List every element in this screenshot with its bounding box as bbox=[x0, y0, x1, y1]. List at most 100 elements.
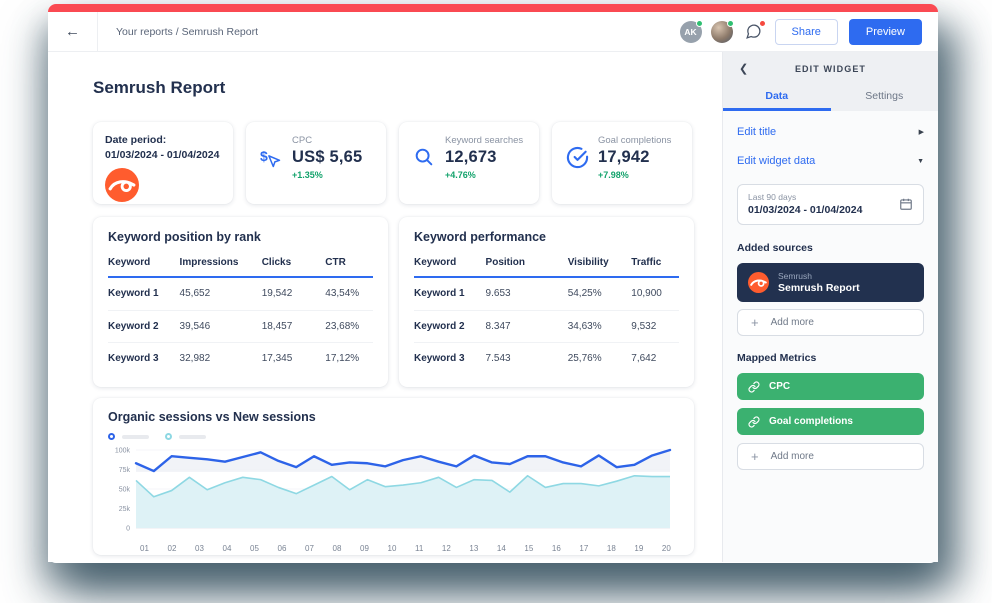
plus-icon: + bbox=[751, 449, 759, 464]
share-button[interactable]: Share bbox=[774, 18, 838, 45]
x-tick-label: 05 bbox=[250, 544, 259, 553]
column-header: CTR bbox=[325, 257, 346, 268]
edit-widget-data-label: Edit widget data bbox=[737, 155, 816, 167]
table-cell: Keyword 2 bbox=[108, 320, 159, 332]
legend-item-organic-sessions bbox=[108, 433, 149, 440]
search-icon bbox=[415, 148, 433, 166]
chart-x-axis-labels: 01 02 03 04 05 06 07 08 09 10 11 12 13 14 15 16 17 18 19 20 bbox=[108, 543, 679, 553]
add-more-label: Add more bbox=[770, 317, 814, 328]
top-accent-bar bbox=[48, 4, 938, 12]
source-provider: Semrush bbox=[778, 271, 813, 281]
chart-title: Organic sessions vs New sessions bbox=[108, 410, 316, 424]
kpi-value: US$ 5,65 bbox=[292, 148, 363, 166]
line-chart: 100k 75k 50k 25k 0 bbox=[115, 448, 672, 533]
table-header-row: Keyword Impressions Clicks CTR bbox=[108, 244, 373, 278]
table-cell: Keyword 1 bbox=[414, 288, 465, 299]
date-period-label: Date period: bbox=[105, 134, 167, 146]
table-cell: 45,652 bbox=[179, 288, 211, 299]
avatar-photo[interactable] bbox=[710, 19, 734, 43]
table-widget-keyword-performance[interactable]: Keyword performance Keyword Position Visib… bbox=[399, 217, 694, 387]
link-icon bbox=[748, 381, 760, 392]
preview-button[interactable]: Preview bbox=[848, 18, 922, 45]
panel-header: ❮ EDIT WIDGET Data Settings bbox=[723, 52, 938, 111]
x-tick-label: 14 bbox=[496, 544, 506, 553]
x-tick-label: 11 bbox=[415, 544, 424, 553]
mapped-metric-cpc[interactable]: CPC bbox=[737, 373, 924, 400]
svg-text:25k: 25k bbox=[119, 506, 131, 513]
table-cell: 54,25% bbox=[567, 288, 602, 299]
kpi-card-keyword-searches[interactable]: Keyword searches 12,673 +4.76% bbox=[399, 122, 539, 204]
table-cell: 9.653 bbox=[485, 288, 511, 299]
table-cell: 17,12% bbox=[325, 353, 360, 364]
kpi-card-date-period[interactable]: Date period: 01/03/2024 - 01/04/2024 bbox=[93, 122, 233, 204]
kpi-label: Keyword searches bbox=[445, 135, 524, 146]
table-widget-keyword-position[interactable]: Keyword position by rank Keyword Impressi… bbox=[93, 217, 388, 387]
edit-title-row[interactable]: Edit title ▶ bbox=[737, 126, 924, 138]
legend-marker bbox=[108, 433, 115, 440]
breadcrumb: Your reports / Semrush Report bbox=[116, 25, 259, 38]
tab-data[interactable]: Data bbox=[723, 85, 831, 111]
table-cell: 10,900 bbox=[631, 288, 662, 299]
back-button[interactable]: ← bbox=[48, 12, 98, 51]
table-body: Keyword 1 9.653 54,25% 10,900 Keyword 2 8.347… bbox=[414, 278, 679, 375]
column-header: Position bbox=[485, 257, 525, 268]
edit-widget-panel: ❮ EDIT WIDGET Data Settings Edit title ▶… bbox=[722, 52, 938, 562]
table-row: Keyword 2 8.347 34,63% 9,532 bbox=[414, 311, 679, 343]
source-card-semrush[interactable]: Semrush Semrush Report bbox=[737, 263, 924, 302]
table-cell: 7.543 bbox=[485, 353, 511, 364]
online-status-dot bbox=[726, 19, 734, 27]
mapped-metric-goal-completions[interactable]: Goal completions bbox=[737, 408, 924, 435]
table-cell: 19,542 bbox=[261, 288, 293, 299]
x-tick-label: 18 bbox=[606, 544, 616, 553]
kpi-delta: +1.35% bbox=[292, 170, 323, 180]
table-body: Keyword 1 45,652 19,542 43,54% Keyword 2 39,5… bbox=[108, 278, 373, 375]
avatar-initials[interactable]: AK bbox=[679, 19, 703, 43]
table-cell: 32,982 bbox=[179, 353, 211, 364]
table-cell: 23,68% bbox=[325, 320, 360, 332]
edit-widget-data-row[interactable]: Edit widget data ▼ bbox=[737, 155, 924, 167]
table-cell: Keyword 2 bbox=[414, 320, 465, 332]
kpi-card-goal-completions[interactable]: Goal completions 17,942 +7.98% bbox=[552, 122, 692, 204]
x-tick-label: 04 bbox=[222, 544, 232, 553]
column-header: Visibility bbox=[567, 257, 609, 268]
kpi-value: 17,942 bbox=[598, 148, 650, 166]
panel-tabs: Data Settings bbox=[723, 85, 938, 111]
edit-title-label: Edit title bbox=[737, 126, 777, 138]
date-range-selector[interactable]: Last 90 days 01/03/2024 - 01/04/2024 bbox=[737, 184, 924, 225]
added-sources-label: Added sources bbox=[737, 242, 813, 254]
legend-label-placeholder bbox=[122, 434, 149, 439]
tables-row: Keyword position by rank Keyword Impressi… bbox=[93, 217, 694, 387]
chevron-right-icon: ▶ bbox=[918, 129, 924, 136]
cpc-cursor-icon: $ bbox=[260, 146, 282, 172]
kpi-label: CPC bbox=[292, 135, 313, 146]
x-tick-label: 15 bbox=[524, 544, 534, 553]
kpi-card-cpc[interactable]: $ CPC US$ 5,65 +1.35% bbox=[246, 122, 386, 204]
table-cell: 25,76% bbox=[567, 353, 602, 364]
chevron-down-icon: ▼ bbox=[917, 157, 924, 165]
semrush-logo-icon bbox=[105, 168, 221, 207]
table-row: Keyword 2 39,546 18,457 23,68% bbox=[108, 311, 373, 343]
table-cell: Keyword 1 bbox=[108, 288, 159, 299]
chart-widget[interactable]: Organic sessions vs New sessions 100k 75k… bbox=[93, 398, 694, 555]
comments-button[interactable] bbox=[742, 19, 766, 44]
tab-settings[interactable]: Settings bbox=[865, 90, 904, 102]
legend-item-new-sessions bbox=[165, 433, 206, 440]
kpi-delta: +4.76% bbox=[445, 170, 476, 180]
legend-label-placeholder bbox=[179, 434, 206, 439]
metric-label: CPC bbox=[769, 381, 791, 392]
table-cell: 39,546 bbox=[179, 320, 211, 332]
column-header: Clicks bbox=[261, 257, 292, 268]
date-period-value: 01/03/2024 - 01/04/2024 bbox=[105, 149, 220, 162]
svg-text:100k: 100k bbox=[115, 448, 131, 455]
x-tick-label: 02 bbox=[167, 544, 177, 553]
source-name: Semrush Report bbox=[778, 282, 860, 294]
add-metric-button[interactable]: + Add more bbox=[737, 443, 924, 470]
add-source-button[interactable]: + Add more bbox=[737, 309, 924, 336]
chart-legend bbox=[108, 433, 679, 440]
x-tick-label: 06 bbox=[277, 544, 287, 553]
column-header: Keyword bbox=[414, 257, 457, 268]
column-header: Impressions bbox=[179, 257, 239, 268]
widget-title: Keyword performance bbox=[414, 230, 546, 244]
panel-back-chevron-icon[interactable]: ❮ bbox=[739, 63, 749, 75]
